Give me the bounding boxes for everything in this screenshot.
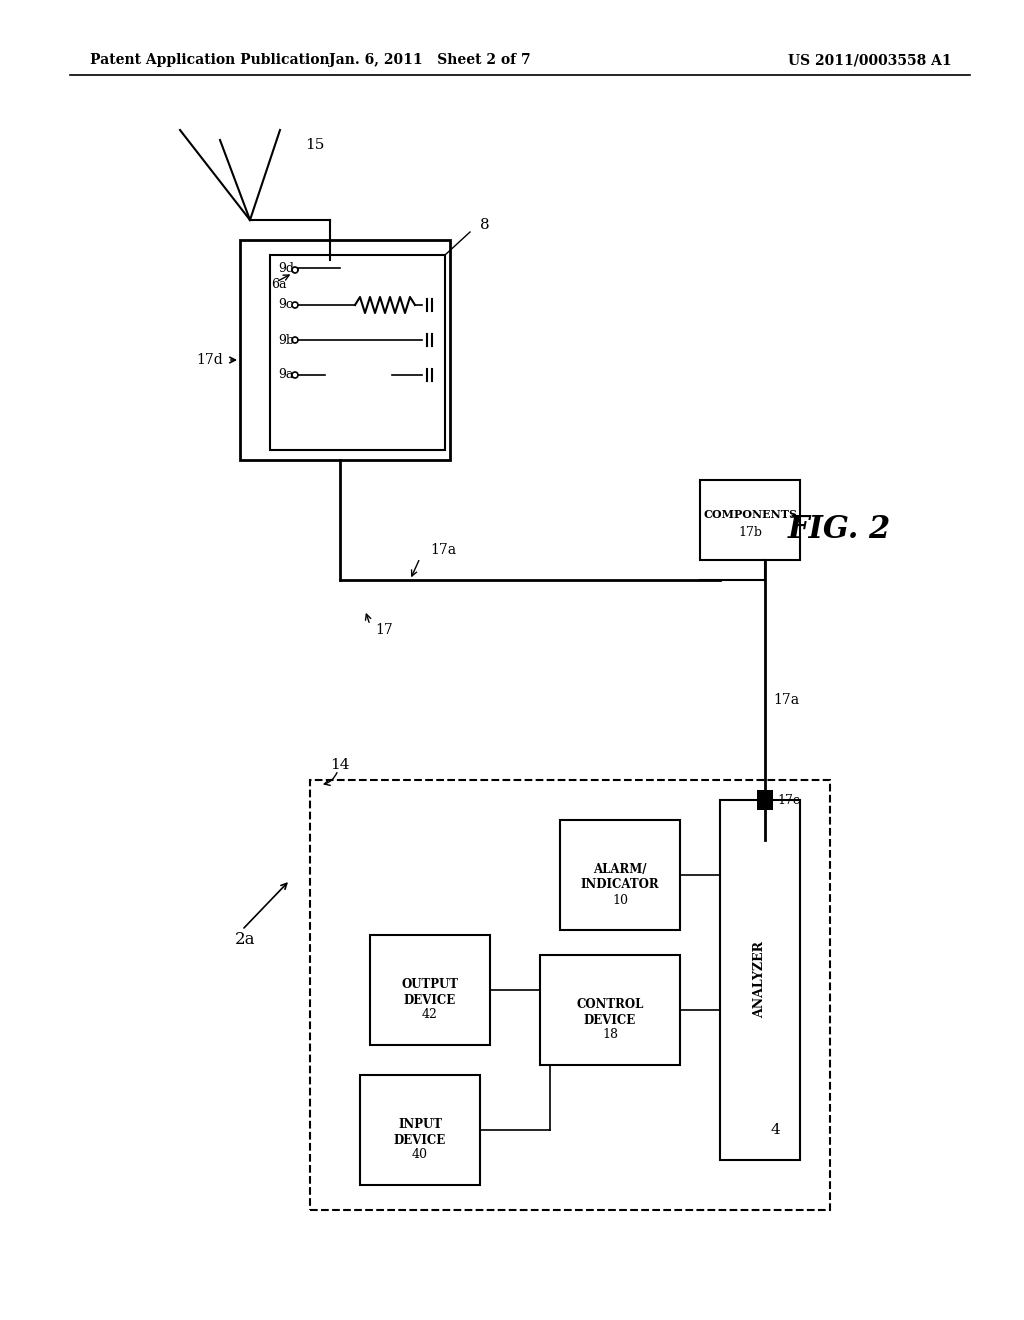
Text: DEVICE: DEVICE	[403, 994, 456, 1006]
Text: ANALYZER: ANALYZER	[754, 941, 767, 1019]
Text: 17c: 17c	[777, 793, 800, 807]
Text: 10: 10	[612, 894, 628, 907]
Bar	[700, 480, 800, 560]
Text: 9b: 9b	[278, 334, 294, 346]
Text: 15: 15	[305, 139, 325, 152]
Text: COMPONENTS: COMPONENTS	[703, 510, 797, 520]
Text: 17: 17	[375, 623, 393, 638]
Text: INPUT: INPUT	[398, 1118, 442, 1131]
Text: 8: 8	[480, 218, 489, 232]
Bar	[270, 255, 445, 450]
Text: 17d: 17d	[197, 352, 223, 367]
Text: Jan. 6, 2011   Sheet 2 of 7: Jan. 6, 2011 Sheet 2 of 7	[329, 53, 530, 67]
Text: INDICATOR: INDICATOR	[581, 879, 659, 891]
Bar	[240, 240, 450, 459]
Bar	[560, 820, 680, 931]
Bar	[310, 780, 830, 1210]
Text: CONTROL: CONTROL	[577, 998, 644, 1011]
Bar	[540, 954, 680, 1065]
Text: 17a: 17a	[773, 693, 799, 708]
Text: 17a: 17a	[430, 543, 456, 557]
Text: Patent Application Publication: Patent Application Publication	[90, 53, 330, 67]
Text: US 2011/0003558 A1: US 2011/0003558 A1	[788, 53, 952, 67]
Bar	[360, 1074, 480, 1185]
Text: DEVICE: DEVICE	[584, 1014, 636, 1027]
Text: 18: 18	[602, 1028, 618, 1041]
Text: 9a: 9a	[278, 368, 293, 381]
Text: OUTPUT: OUTPUT	[401, 978, 459, 991]
Text: 17b: 17b	[738, 525, 762, 539]
Bar	[720, 800, 800, 1160]
Bar	[370, 935, 490, 1045]
Bar	[757, 789, 773, 810]
Text: 9d: 9d	[278, 261, 294, 275]
Text: 40: 40	[412, 1148, 428, 1162]
Text: FIG. 2: FIG. 2	[788, 515, 891, 545]
Text: 2a: 2a	[234, 932, 256, 949]
Text: 42: 42	[422, 1008, 438, 1022]
Text: 14: 14	[330, 758, 349, 772]
Text: 6a: 6a	[271, 279, 287, 292]
Text: 4: 4	[770, 1123, 780, 1137]
Text: DEVICE: DEVICE	[394, 1134, 446, 1147]
Text: ALARM/: ALARM/	[593, 863, 647, 876]
Text: 9c: 9c	[278, 298, 293, 312]
